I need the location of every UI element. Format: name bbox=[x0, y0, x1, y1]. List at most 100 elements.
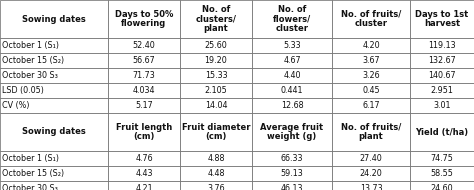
Bar bbox=[410, 181, 474, 190]
Text: 19.20: 19.20 bbox=[205, 56, 228, 65]
Bar bbox=[0, 166, 108, 181]
Bar bbox=[108, 0, 180, 38]
Bar bbox=[252, 181, 332, 190]
Text: 4.21: 4.21 bbox=[135, 184, 153, 190]
Bar bbox=[180, 151, 252, 166]
Text: 46.13: 46.13 bbox=[281, 184, 303, 190]
Text: No. of
clusters/
plant: No. of clusters/ plant bbox=[196, 5, 237, 33]
Text: 4.88: 4.88 bbox=[207, 154, 225, 163]
Text: Fruit length
(cm): Fruit length (cm) bbox=[116, 123, 172, 141]
Text: 4.20: 4.20 bbox=[362, 41, 380, 50]
Bar bbox=[108, 113, 180, 151]
Text: October 15 (S₂): October 15 (S₂) bbox=[2, 56, 64, 65]
Text: 0.45: 0.45 bbox=[362, 86, 380, 95]
Text: 24.60: 24.60 bbox=[431, 184, 453, 190]
Text: October 30 S₃: October 30 S₃ bbox=[2, 71, 58, 80]
Text: LSD (0.05): LSD (0.05) bbox=[2, 86, 45, 95]
Bar bbox=[180, 53, 252, 68]
Text: 24.20: 24.20 bbox=[360, 169, 383, 178]
Text: Fruit diameter
(cm): Fruit diameter (cm) bbox=[182, 123, 250, 141]
Bar bbox=[180, 38, 252, 53]
Text: 14.04: 14.04 bbox=[205, 101, 227, 110]
Bar bbox=[252, 83, 332, 98]
Text: 4.43: 4.43 bbox=[135, 169, 153, 178]
Bar bbox=[410, 68, 474, 83]
Bar bbox=[410, 98, 474, 113]
Text: 4.76: 4.76 bbox=[135, 154, 153, 163]
Text: Yield (t/ha): Yield (t/ha) bbox=[415, 127, 469, 136]
Text: 71.73: 71.73 bbox=[133, 71, 155, 80]
Bar bbox=[410, 38, 474, 53]
Bar bbox=[332, 38, 410, 53]
Bar bbox=[252, 166, 332, 181]
Bar bbox=[252, 68, 332, 83]
Bar bbox=[410, 151, 474, 166]
Bar bbox=[0, 98, 108, 113]
Bar bbox=[332, 98, 410, 113]
Text: 66.33: 66.33 bbox=[281, 154, 303, 163]
Text: 59.13: 59.13 bbox=[281, 169, 303, 178]
Bar bbox=[180, 83, 252, 98]
Text: 3.26: 3.26 bbox=[362, 71, 380, 80]
Text: 2.951: 2.951 bbox=[430, 86, 454, 95]
Bar bbox=[108, 98, 180, 113]
Bar bbox=[410, 0, 474, 38]
Bar bbox=[332, 151, 410, 166]
Bar bbox=[0, 181, 108, 190]
Text: 27.40: 27.40 bbox=[360, 154, 383, 163]
Text: 2.105: 2.105 bbox=[205, 86, 228, 95]
Text: Days to 1st
harvest: Days to 1st harvest bbox=[415, 10, 469, 28]
Text: October 15 (S₂): October 15 (S₂) bbox=[2, 169, 64, 178]
Bar bbox=[252, 113, 332, 151]
Bar bbox=[252, 98, 332, 113]
Text: No. of
flowers/
cluster: No. of flowers/ cluster bbox=[273, 5, 311, 33]
Bar bbox=[410, 113, 474, 151]
Text: 4.67: 4.67 bbox=[283, 56, 301, 65]
Bar bbox=[180, 166, 252, 181]
Text: 4.40: 4.40 bbox=[283, 71, 301, 80]
Text: 6.17: 6.17 bbox=[362, 101, 380, 110]
Text: 3.67: 3.67 bbox=[362, 56, 380, 65]
Text: 56.67: 56.67 bbox=[133, 56, 155, 65]
Text: 5.17: 5.17 bbox=[135, 101, 153, 110]
Text: October 30 S₃: October 30 S₃ bbox=[2, 184, 58, 190]
Bar bbox=[180, 98, 252, 113]
Bar bbox=[108, 181, 180, 190]
Bar bbox=[0, 68, 108, 83]
Text: 119.13: 119.13 bbox=[428, 41, 456, 50]
Bar bbox=[108, 68, 180, 83]
Bar bbox=[180, 0, 252, 38]
Text: 140.67: 140.67 bbox=[428, 71, 456, 80]
Text: 4.48: 4.48 bbox=[207, 169, 225, 178]
Bar bbox=[252, 53, 332, 68]
Bar bbox=[108, 83, 180, 98]
Text: 74.75: 74.75 bbox=[430, 154, 454, 163]
Text: 12.68: 12.68 bbox=[281, 101, 303, 110]
Text: 132.67: 132.67 bbox=[428, 56, 456, 65]
Bar bbox=[332, 53, 410, 68]
Bar bbox=[108, 38, 180, 53]
Bar bbox=[0, 0, 108, 38]
Text: 25.60: 25.60 bbox=[205, 41, 228, 50]
Bar bbox=[0, 151, 108, 166]
Bar bbox=[0, 38, 108, 53]
Text: October 1 (S₁): October 1 (S₁) bbox=[2, 41, 60, 50]
Bar bbox=[0, 83, 108, 98]
Text: 4.034: 4.034 bbox=[133, 86, 155, 95]
Bar bbox=[252, 151, 332, 166]
Bar bbox=[180, 113, 252, 151]
Text: Average fruit
weight (g): Average fruit weight (g) bbox=[260, 123, 324, 141]
Text: 3.76: 3.76 bbox=[207, 184, 225, 190]
Bar bbox=[332, 166, 410, 181]
Bar bbox=[252, 0, 332, 38]
Text: 3.01: 3.01 bbox=[433, 101, 451, 110]
Bar bbox=[410, 53, 474, 68]
Bar bbox=[0, 113, 108, 151]
Text: 13.73: 13.73 bbox=[360, 184, 383, 190]
Bar bbox=[332, 68, 410, 83]
Text: 52.40: 52.40 bbox=[133, 41, 155, 50]
Bar bbox=[180, 68, 252, 83]
Bar bbox=[0, 53, 108, 68]
Bar bbox=[410, 166, 474, 181]
Bar bbox=[332, 181, 410, 190]
